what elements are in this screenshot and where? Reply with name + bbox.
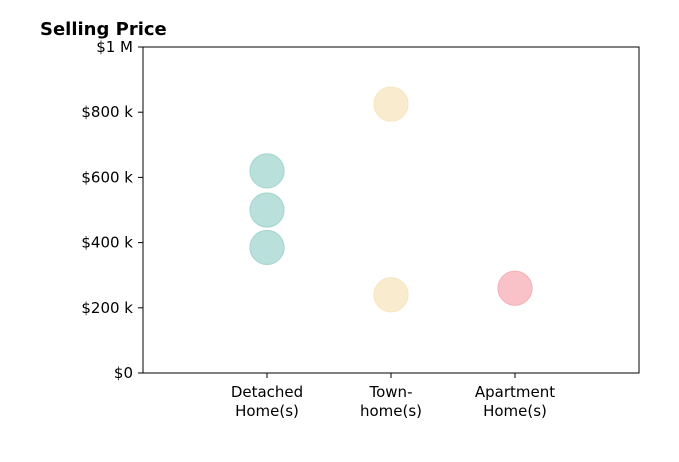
- x-axis: Detached Home(s) Town-home(s) Apartment Home…: [231, 373, 555, 420]
- data-points: [249, 86, 533, 313]
- x-tick-label: Town-home(s): [360, 383, 422, 420]
- y-tick-label: $200 k: [81, 299, 133, 317]
- y-tick-label: $0: [114, 364, 133, 382]
- y-tick-label: $800 k: [81, 103, 133, 121]
- chart-title: Selling Price: [40, 19, 167, 40]
- data-point: [373, 277, 409, 313]
- data-point: [249, 153, 285, 189]
- y-axis: $0 $200 k $400 k $600 k $800 k $1 M: [81, 38, 143, 382]
- y-tick-label: $1 M: [96, 38, 133, 56]
- data-point: [249, 229, 285, 266]
- y-tick-label: $400 k: [81, 234, 133, 252]
- data-point: [249, 192, 285, 228]
- data-point: [497, 270, 533, 306]
- data-point: [373, 86, 409, 122]
- y-tick-label: $600 k: [81, 168, 133, 186]
- x-tick-label: Detached Home(s): [231, 383, 303, 420]
- x-tick-label: Apartment Home(s): [475, 383, 555, 420]
